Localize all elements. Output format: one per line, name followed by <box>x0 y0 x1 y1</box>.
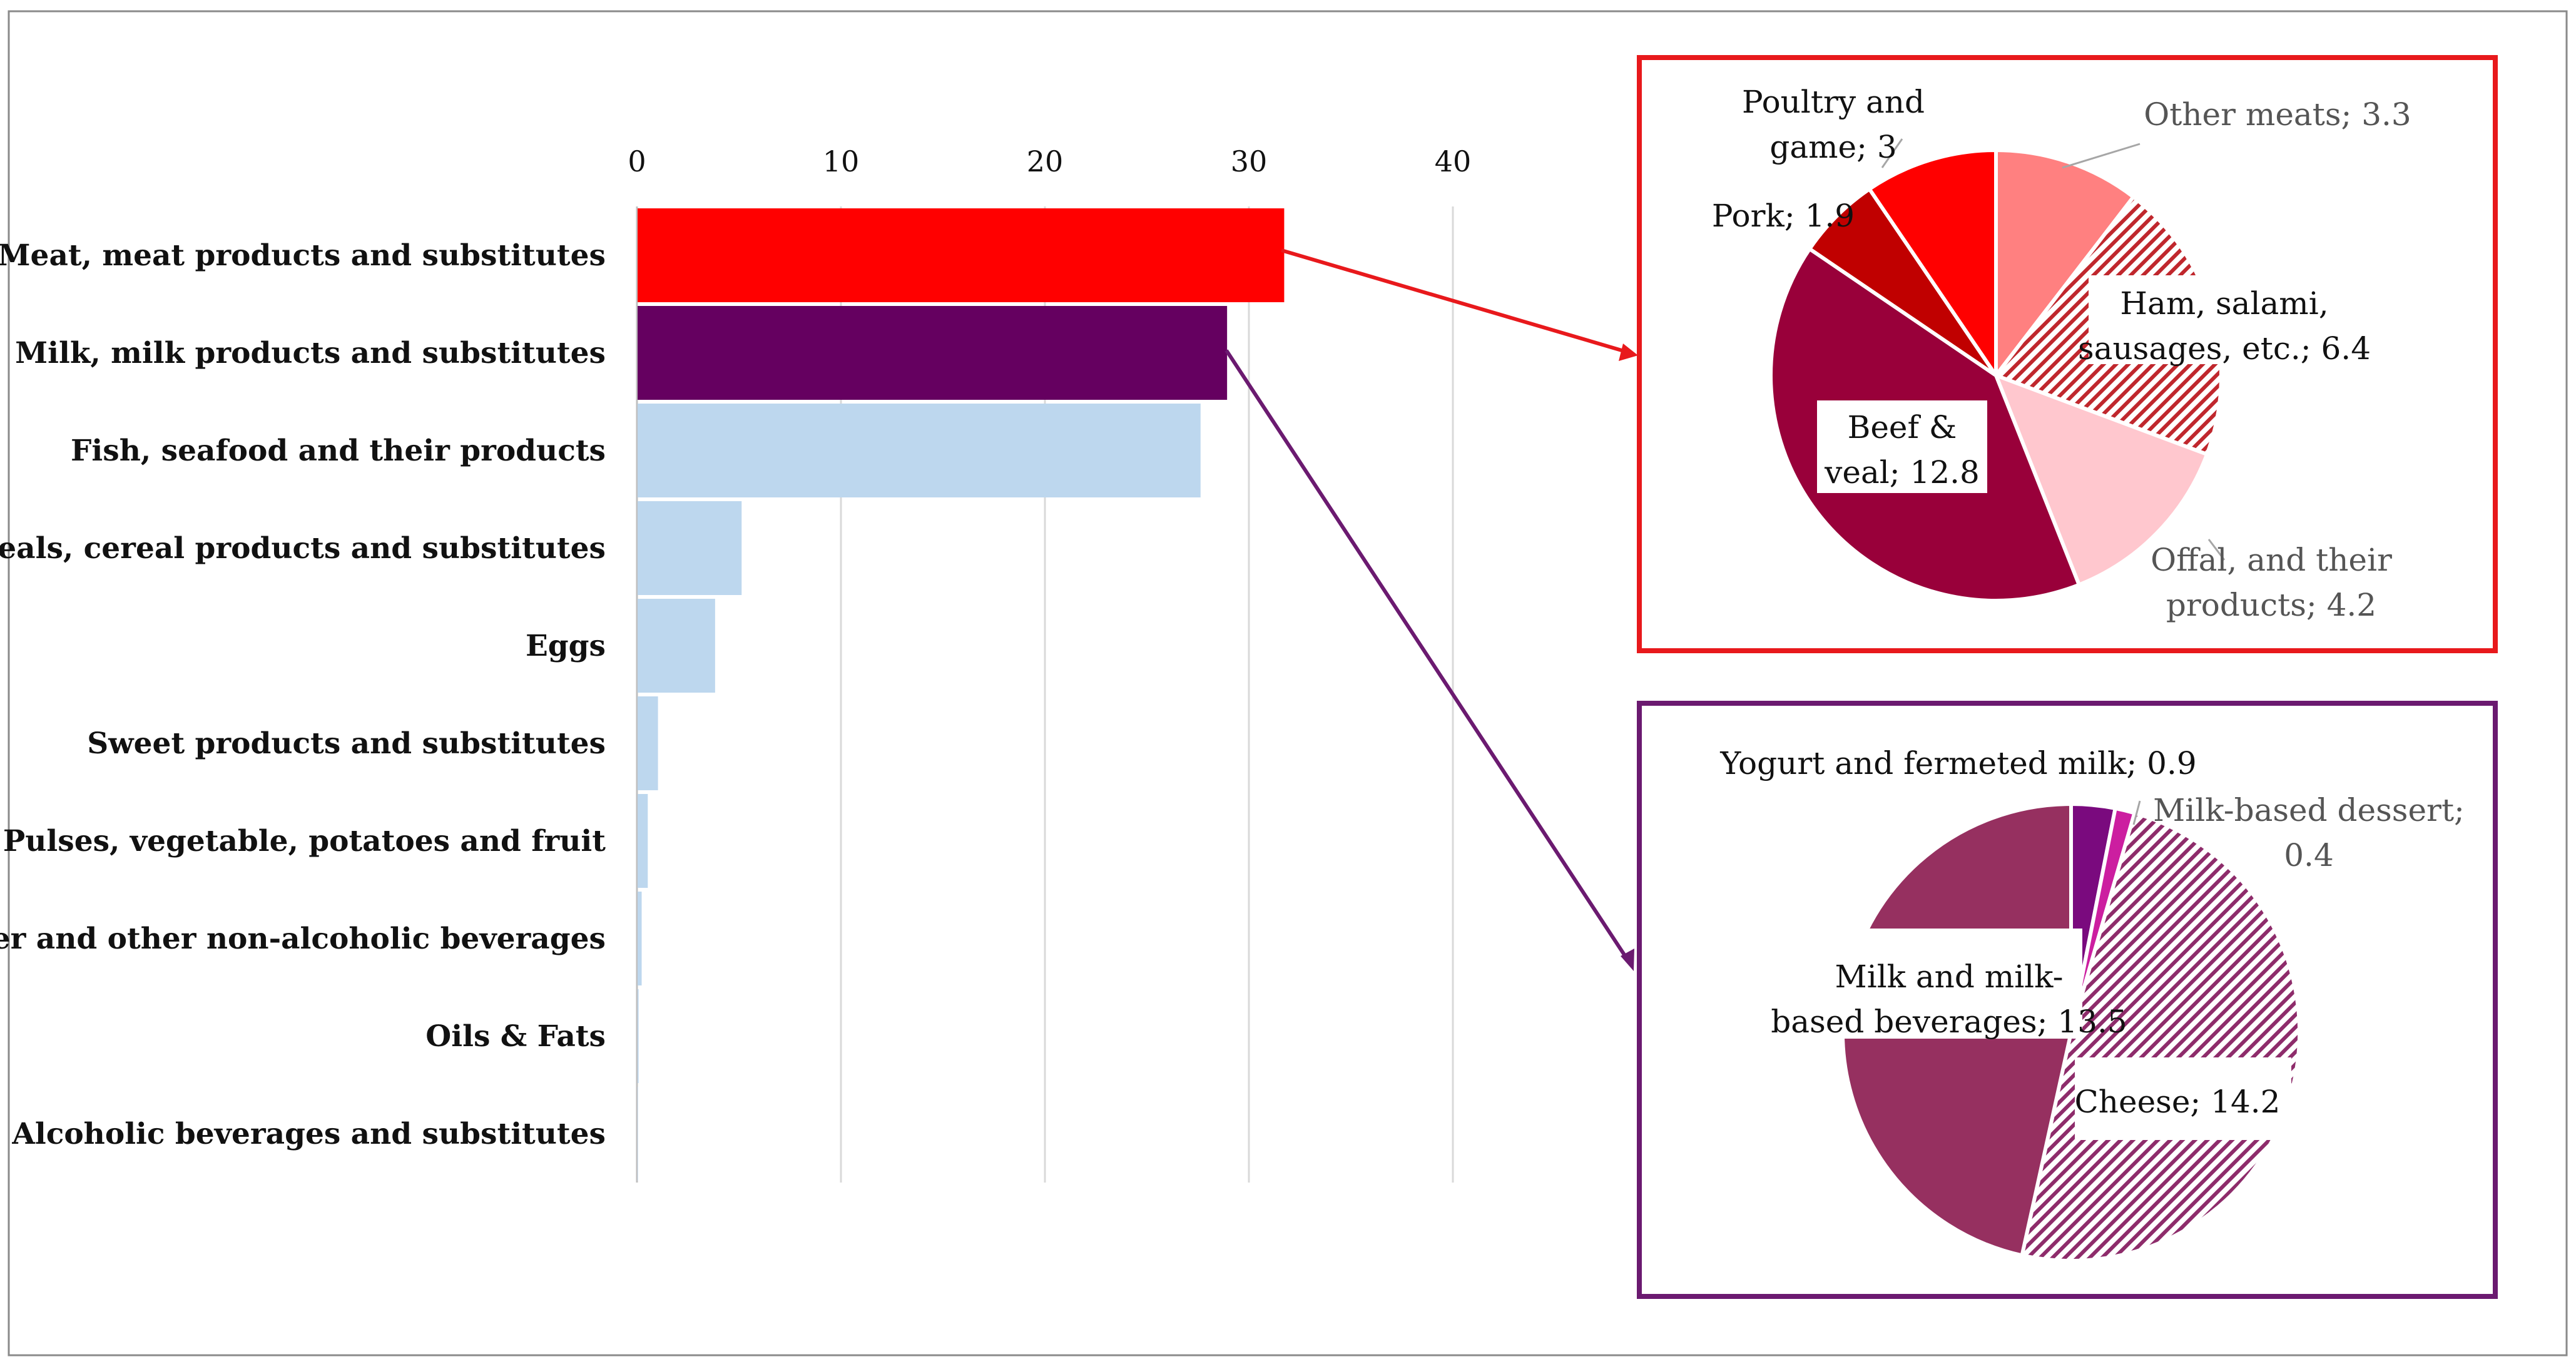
bar-chart-category-labels: Meat, meat products and substitutes Milk,… <box>0 238 606 1151</box>
category-label: Meat, meat products and substitutes <box>0 238 606 273</box>
bar-eggs <box>638 599 715 693</box>
milk-pie-labels: Yogurt and fermeted milk; 0.9 Milk-based … <box>1719 745 2465 1140</box>
x-tick-label: 40 <box>1435 145 1472 178</box>
pie-label-line: Beef & <box>1848 409 1957 445</box>
bar-milk-milk-products-and-substitutes <box>638 306 1228 400</box>
category-label: Oils & Fats <box>425 1019 606 1054</box>
pie-slice-cheese-14-2 <box>2019 810 2302 1263</box>
pie-label-line: 0.4 <box>2284 837 2334 873</box>
meat-connector-arrow <box>1281 248 1629 354</box>
pie-label-line: veal; 12.8 <box>1824 454 1980 491</box>
category-label: Water and other non-alcoholic beverages <box>0 922 606 956</box>
bar-cereals-cereal-products-and-substitutes <box>638 501 742 595</box>
milk-connector-arrow <box>1224 349 1629 960</box>
meat-connector-arrowhead <box>1619 344 1638 361</box>
category-label: Eggs <box>526 629 606 663</box>
milk-connector-arrowhead <box>1621 949 1634 971</box>
pie-label-line: Pork; 1.9 <box>1712 198 1855 234</box>
bar-sweet-products-and-substitutes <box>638 696 658 790</box>
meat-pie-labels: Other meats; 3.3 Ham, salami, sausages, et… <box>1712 84 2411 623</box>
pie-label-box <box>2075 1057 2291 1140</box>
x-tick-label: 0 <box>628 145 646 178</box>
meat-breakdown-frame <box>1637 55 2498 653</box>
category-label: Fish, seafood and their products <box>71 434 606 468</box>
leader-line <box>2132 800 2141 825</box>
bar-oils-fats <box>638 989 639 1083</box>
bar-meat-meat-products-and-substitutes <box>638 208 1285 302</box>
x-tick-label: 10 <box>823 145 860 178</box>
pie-label-line: products; 4.2 <box>2166 587 2376 623</box>
meat-pie-leader-lines <box>1881 138 2226 561</box>
pie-label-line: Yogurt and fermeted milk; 0.9 <box>1719 745 2196 781</box>
pie-slice-poultry-and-game-3 <box>1866 148 1998 382</box>
bar-pulses-vegetable-potatoes-and-fruit <box>638 794 648 888</box>
pie-label-box <box>2089 275 2361 364</box>
pie-label-line: Poultry and <box>1742 84 1925 120</box>
leader-line <box>2062 143 2141 169</box>
pie-label-line: Other meats; 3.3 <box>2144 96 2411 133</box>
category-label: Alcoholic beverages and substitutes <box>11 1117 606 1151</box>
category-label: Cereals, cereal products and substitutes <box>0 531 606 566</box>
x-tick-label: 30 <box>1231 145 1268 178</box>
pie-label-line: game; 3 <box>1769 129 1896 165</box>
leader-line <box>1881 138 1903 168</box>
pie-label-line: Milk-based dessert; <box>2153 792 2465 828</box>
milk-breakdown-frame <box>1637 701 2498 1299</box>
pie-label-box <box>1817 400 1987 493</box>
bar-fish-seafood-and-their-products <box>638 404 1201 497</box>
bar-chart-tick-labels: 0 10 20 30 40 <box>628 145 1471 178</box>
category-label: Sweet products and substitutes <box>87 726 606 761</box>
category-label: Pulses, vegetable, potatoes and fruit <box>3 824 606 858</box>
bar-water-and-other-non-alcoholic-beverages <box>638 892 642 985</box>
pie-label-line: Milk and milk- <box>1835 959 2064 995</box>
leader-line <box>2207 539 2226 561</box>
pie-label-line: Offal, and their <box>2151 542 2392 578</box>
category-label: Milk, milk products and substitutes <box>15 336 606 370</box>
pie-slice-offal-and-their-products-4-2 <box>1992 372 2210 588</box>
bar-chart-bars <box>638 208 1285 1181</box>
bar-chart: 0 10 20 30 40 Meat, meat products and substi… <box>0 145 1471 1183</box>
milk-pie-leader-lines <box>2132 800 2141 825</box>
pie-label-line: Cheese; 14.2 <box>2075 1084 2281 1120</box>
pie-label-line: based beverages; 13.5 <box>1771 1004 2127 1040</box>
x-tick-label: 20 <box>1027 145 1064 178</box>
pie-label-line: sausages, etc.; 6.4 <box>2078 330 2371 367</box>
pie-label-line: Ham, salami, <box>2120 285 2328 322</box>
pie-slice-other-meats-3-3 <box>1994 148 2136 381</box>
pie-label-box <box>1820 929 2082 1039</box>
